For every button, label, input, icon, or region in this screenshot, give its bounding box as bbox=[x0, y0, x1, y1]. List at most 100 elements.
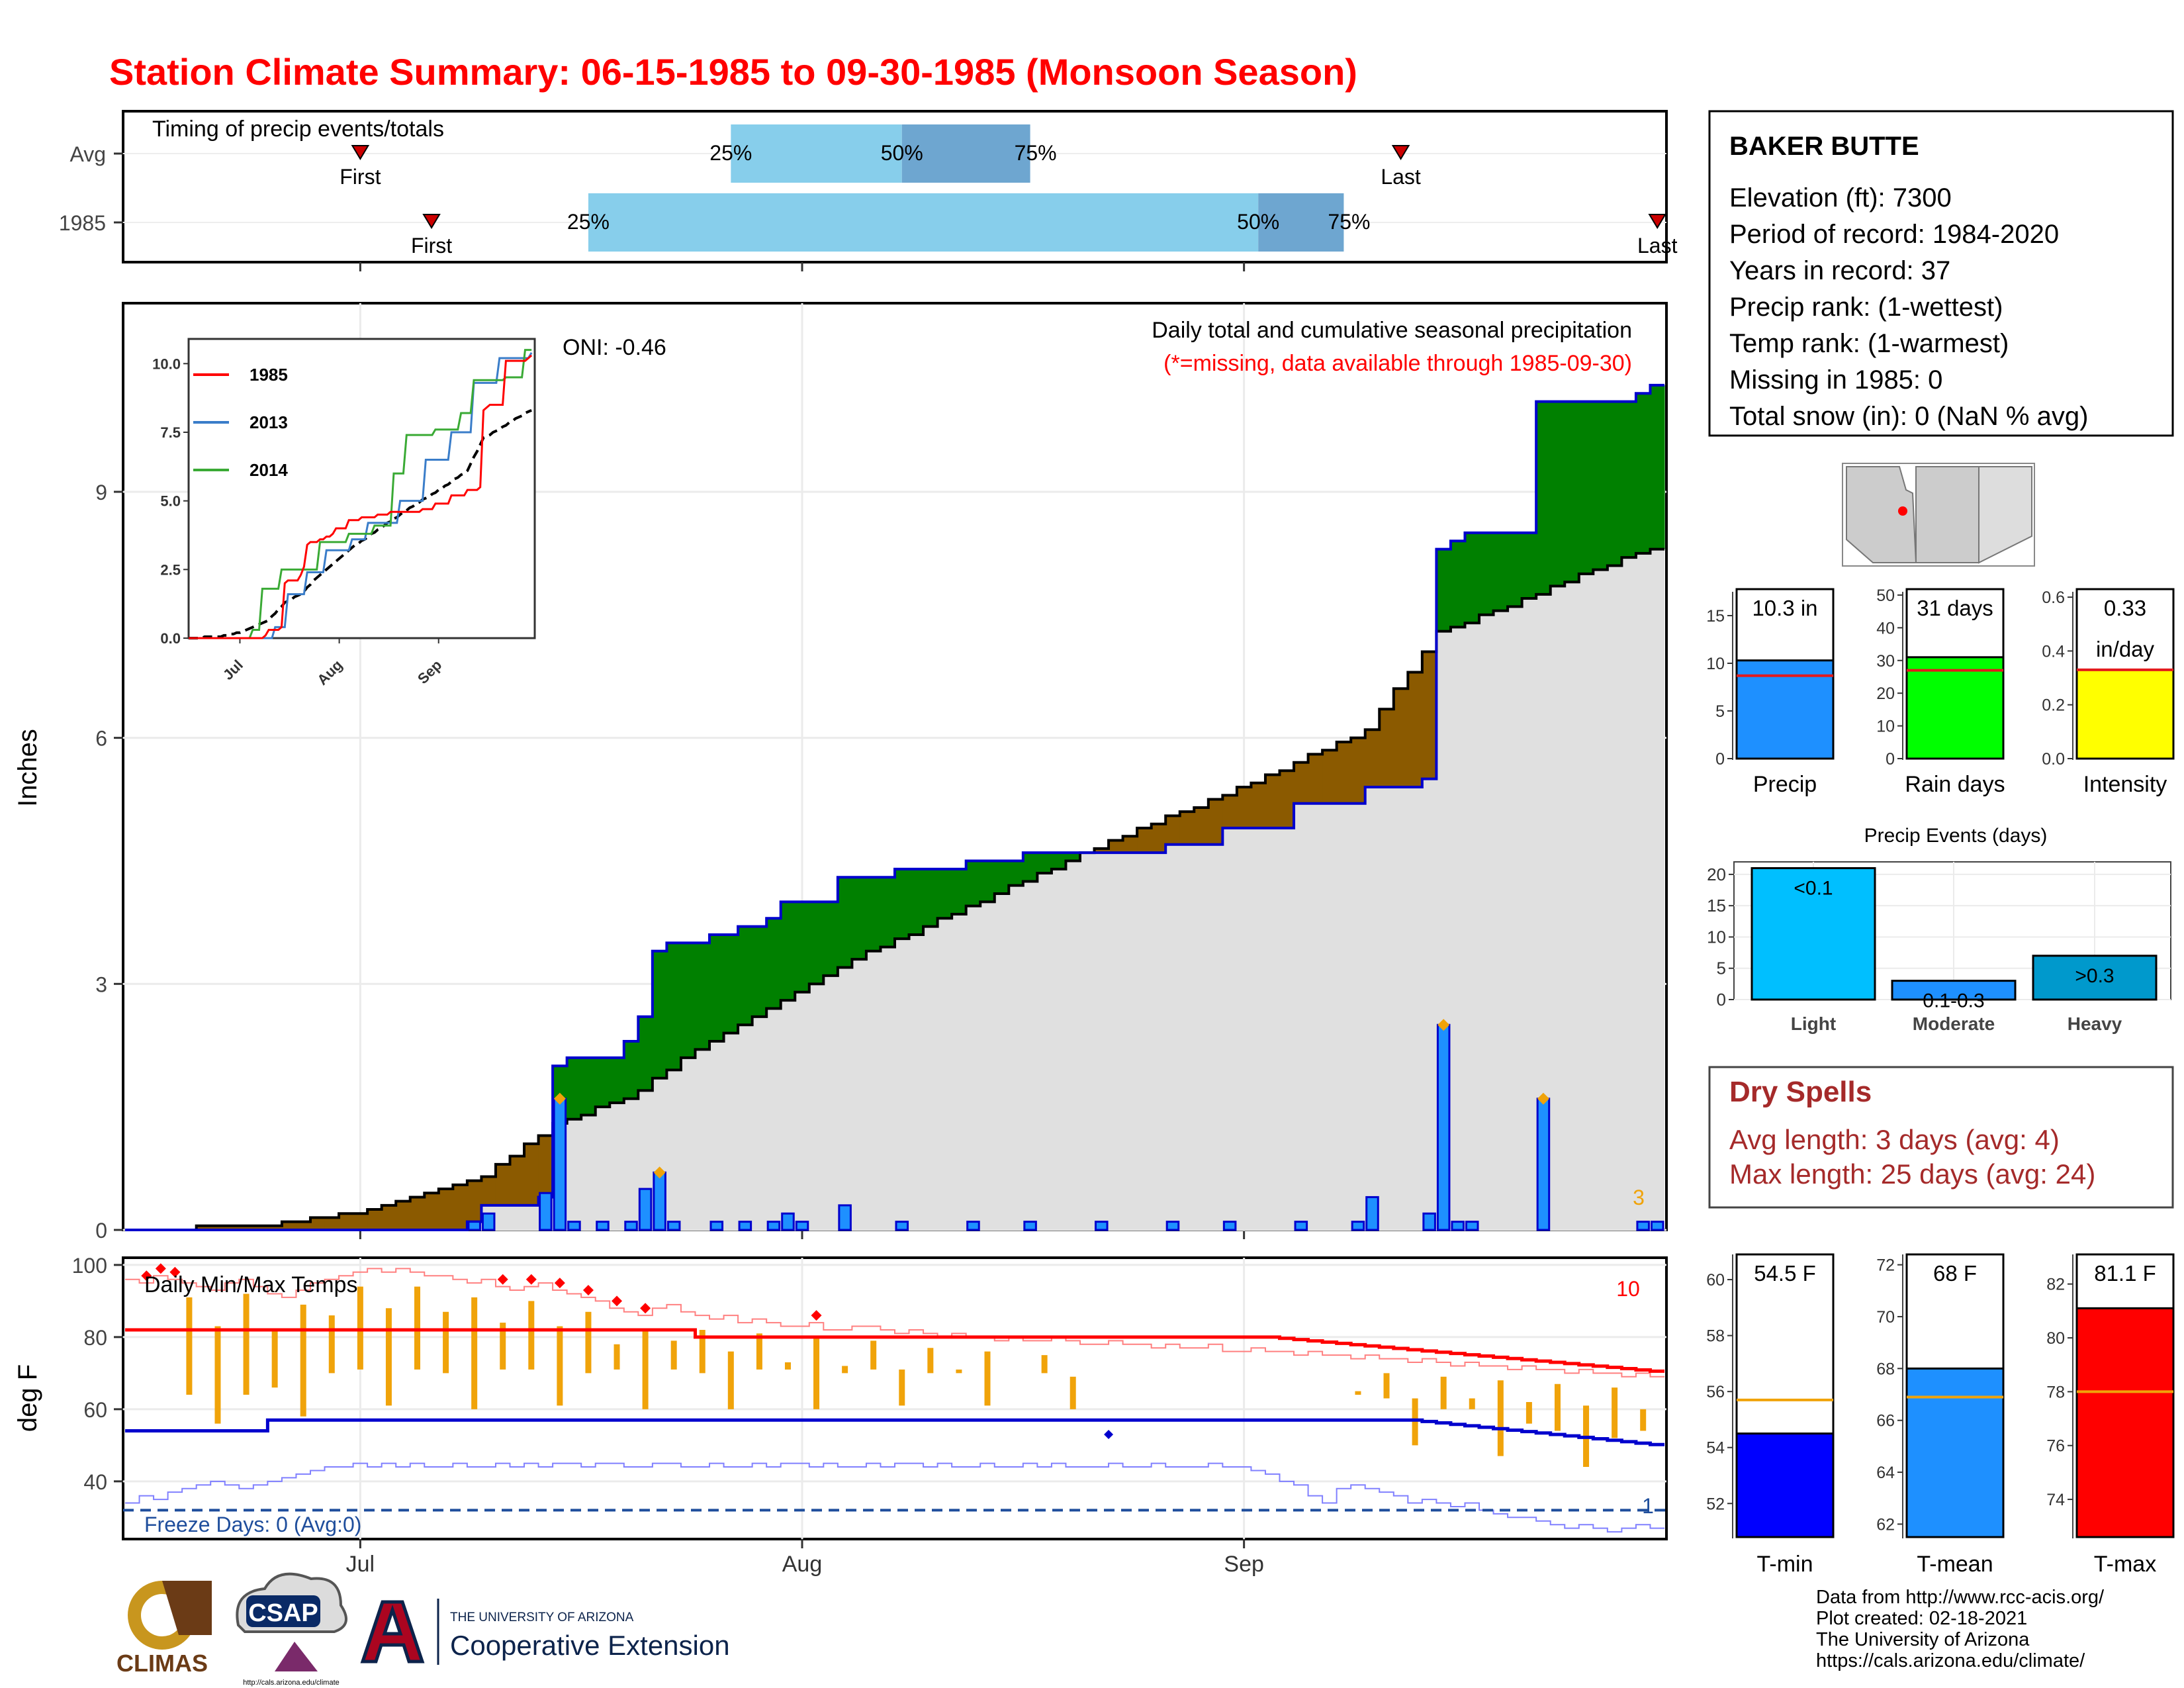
surplus-area-segment bbox=[1550, 401, 1565, 586]
temp-summary-y-tick-label: 74 bbox=[2046, 1491, 2065, 1509]
surplus-area-segment bbox=[623, 1041, 639, 1099]
surplus-area-segment bbox=[937, 868, 952, 919]
x-axis-labels: Jul Aug Sep bbox=[346, 1552, 1264, 1577]
surplus-area-segment bbox=[1465, 532, 1480, 624]
daily-precip-bar bbox=[1436, 1023, 1451, 1231]
temp-summary-value-label: 68 F bbox=[1933, 1261, 1977, 1286]
ua-logo: THE UNIVERSITY OF ARIZONA Cooperative Ex… bbox=[360, 1599, 730, 1665]
precip-panel: 0 3 6 9 Inches Daily total and cumulative s… bbox=[13, 302, 1668, 1243]
surplus-area-segment bbox=[966, 861, 981, 906]
surplus-area-segment bbox=[709, 934, 725, 1042]
record-high-marker bbox=[582, 1285, 594, 1296]
deficit-area-segment bbox=[1165, 816, 1181, 845]
temp-y-tick-label: 40 bbox=[83, 1470, 107, 1494]
daily-precip-bar bbox=[1365, 1196, 1379, 1231]
timing-last-marker bbox=[1648, 214, 1666, 229]
events-y-tick-label: 5 bbox=[1717, 959, 1726, 978]
temp-summary-y-tick-label: 52 bbox=[1706, 1495, 1725, 1513]
temp-summary-value-label: 81.1 F bbox=[2094, 1261, 2156, 1286]
deficit-area-segment bbox=[381, 1205, 396, 1230]
summary-y-tick-label: 0 bbox=[1886, 750, 1895, 769]
precip-y-tick-label: 0 bbox=[95, 1219, 107, 1243]
timing-bar-25-50 bbox=[731, 124, 902, 183]
daily-precip-bar bbox=[653, 1171, 666, 1231]
surplus-area-segment bbox=[923, 868, 938, 927]
deficit-area-segment bbox=[281, 1221, 297, 1230]
surplus-area-segment bbox=[823, 902, 839, 976]
deficit-area-segment bbox=[1109, 840, 1124, 853]
surplus-area-segment bbox=[595, 1057, 610, 1107]
deficit-area-segment bbox=[1151, 823, 1166, 853]
summary-y-tick-label: 10 bbox=[1876, 718, 1895, 736]
surplus-area-segment bbox=[1635, 393, 1651, 553]
precip-count-label: 3 bbox=[1633, 1186, 1645, 1209]
deficit-area-segment bbox=[1222, 795, 1238, 828]
daily-precip-bar bbox=[795, 1221, 809, 1231]
timing-row-label-avg: Avg bbox=[69, 142, 106, 166]
temp-summary-y-tick-label: 72 bbox=[1876, 1256, 1895, 1275]
surplus-area-segment bbox=[1536, 401, 1551, 594]
surplus-area-segment bbox=[895, 868, 910, 939]
deficit-area-segment bbox=[367, 1209, 383, 1230]
surplus-area-segment bbox=[1436, 549, 1451, 632]
daily-precip-bar bbox=[553, 1098, 567, 1231]
record-high-marker bbox=[497, 1274, 508, 1285]
temp-summary-y-tick-label: 80 bbox=[2046, 1329, 2065, 1348]
csap-logo-url: http://cals.arizona.edu/climate bbox=[243, 1679, 340, 1687]
timing-last-label: Last bbox=[1381, 165, 1421, 189]
deficit-area-segment bbox=[1336, 741, 1351, 804]
deficit-area-segment bbox=[267, 1225, 283, 1230]
surplus-area-segment bbox=[652, 951, 668, 1078]
surplus-area-segment bbox=[837, 877, 852, 968]
temp-summary-y-tick-label: 64 bbox=[1876, 1464, 1895, 1482]
climas-logo-text: CLIMAS bbox=[116, 1650, 208, 1677]
daily-precip-bar bbox=[1351, 1221, 1365, 1231]
temp-summary-y-tick-label: 58 bbox=[1706, 1327, 1725, 1346]
timing-first-marker bbox=[351, 145, 370, 160]
timing-bar-25-50 bbox=[588, 193, 1259, 252]
timing-p50-label: 50% bbox=[1237, 210, 1279, 234]
temp-summary-bar-t-min bbox=[1735, 1432, 1835, 1538]
inset-1985-line bbox=[189, 354, 533, 639]
surplus-area-segment bbox=[695, 943, 710, 1050]
events-bar-label: 0.1-0.3 bbox=[1923, 990, 1984, 1012]
ua-small-text: THE UNIVERSITY OF ARIZONA bbox=[450, 1611, 634, 1624]
temp-y-tick-label: 60 bbox=[83, 1398, 107, 1422]
state-locator-map bbox=[1842, 463, 2035, 567]
temp-count-high: 10 bbox=[1616, 1277, 1640, 1301]
station-info-line: Total snow (in): 0 (NaN % avg) bbox=[1729, 402, 2088, 431]
daily-precip-bar bbox=[1465, 1221, 1479, 1231]
surplus-area-segment bbox=[738, 926, 753, 1025]
deficit-area-segment bbox=[224, 1225, 240, 1230]
summary-y-tick-label: 0.6 bbox=[2042, 588, 2065, 607]
timing-p75-label: 75% bbox=[1015, 141, 1057, 165]
events-category-label: Moderate bbox=[1913, 1013, 1995, 1034]
summary-y-tick-label: 40 bbox=[1876, 619, 1895, 637]
daily-precip-bar bbox=[1095, 1221, 1109, 1231]
station-info-line: Period of record: 1984-2020 bbox=[1729, 220, 2059, 249]
observed-cumulative-line bbox=[125, 383, 1664, 1231]
precip-events-chart: Precip Events (days) 0 5 10 15 20 <0.1 Light 0.… bbox=[1707, 825, 2171, 1034]
surplus-area-segment bbox=[980, 861, 995, 902]
deficit-area-segment bbox=[438, 1189, 453, 1230]
timing-p75-label: 75% bbox=[1328, 210, 1370, 234]
summary-y-tick-label: 20 bbox=[1876, 684, 1895, 703]
oni-label: ONI: -0.46 bbox=[563, 335, 666, 360]
station-info-box: BAKER BUTTE Elevation (ft): 7300 Period o… bbox=[1708, 110, 2174, 437]
timing-last-marker bbox=[1391, 145, 1410, 160]
events-bar-light bbox=[1751, 867, 1876, 1001]
summary-y-tick-label: 0.0 bbox=[2042, 750, 2065, 769]
precip-ylabel: Inches bbox=[13, 729, 42, 807]
dry-spells-max: Max length: 25 days (avg: 24) bbox=[1729, 1158, 2095, 1190]
deficit-area-segment bbox=[410, 1197, 425, 1230]
events-bar-heavy bbox=[2032, 955, 2158, 1001]
precip-y-tick-label: 3 bbox=[95, 972, 107, 996]
events-title: Precip Events (days) bbox=[1864, 825, 2048, 847]
station-name: BAKER BUTTE bbox=[1729, 132, 1919, 161]
map-region-shape bbox=[1978, 466, 2032, 564]
surplus-area-segment bbox=[866, 877, 882, 951]
surplus-area-segment bbox=[680, 943, 696, 1058]
precip-record-marker bbox=[1437, 1019, 1450, 1031]
record-high-marker bbox=[811, 1310, 822, 1321]
events-y-tick-label: 10 bbox=[1707, 927, 1726, 947]
